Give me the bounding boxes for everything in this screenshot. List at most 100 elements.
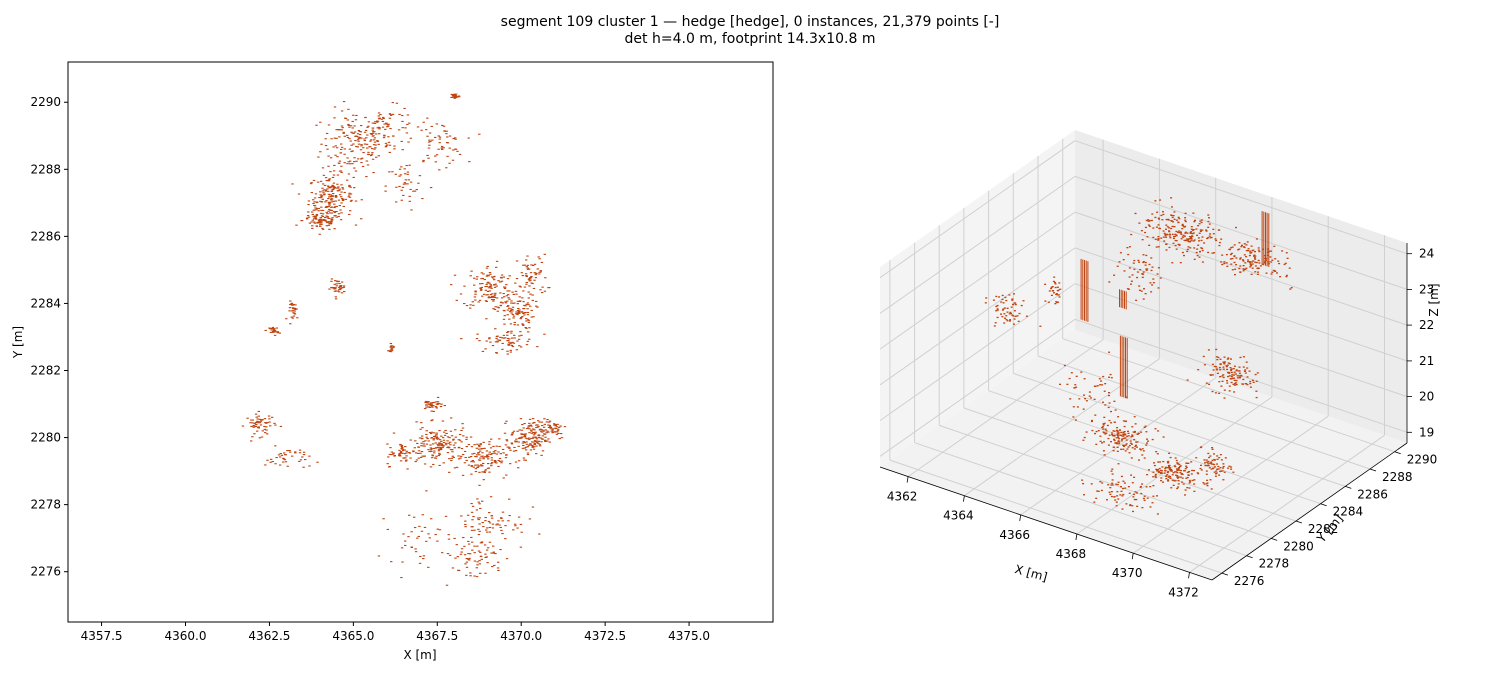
xyz-point [1180, 238, 1183, 240]
xyz-point [1152, 476, 1155, 478]
xyz-point [1096, 385, 1099, 387]
xy-point [510, 312, 513, 314]
xy-point [449, 441, 452, 443]
xy-point [490, 297, 493, 299]
xy-point [332, 188, 335, 190]
xyz-point [1241, 244, 1243, 246]
xyz-point [1235, 370, 1238, 372]
xyz-point [1178, 232, 1181, 234]
xyz-point [1125, 443, 1128, 445]
xy-point [495, 445, 498, 447]
xyz-point [1011, 299, 1014, 301]
xyz-point [1105, 432, 1108, 434]
xy-point [390, 349, 394, 351]
xyz-point [1169, 476, 1172, 478]
xy-point [514, 282, 517, 284]
xy-point [495, 285, 498, 287]
xy-point [273, 329, 276, 331]
xy-point [285, 318, 288, 320]
xy-point [388, 113, 392, 115]
xyz-point [1190, 226, 1193, 228]
xyz-point [1167, 471, 1170, 473]
xy-point [527, 320, 531, 322]
xy-point [451, 567, 455, 569]
xyz-point [1214, 475, 1217, 477]
xy-point [438, 453, 441, 455]
xyz-point [1118, 261, 1121, 263]
xy-point [328, 203, 331, 205]
xy-point [335, 137, 338, 139]
xy-point [479, 551, 482, 553]
xy-point [376, 120, 380, 122]
xyz-point [1136, 433, 1139, 435]
xy-point [501, 448, 505, 450]
xyz-point [1130, 457, 1133, 459]
xy-point [532, 434, 536, 436]
xyz-point [1232, 383, 1235, 385]
xy-point [484, 572, 487, 574]
xy-point [389, 447, 392, 449]
xyz-point [1233, 379, 1236, 381]
xy-point [458, 433, 462, 435]
xyz-point [1059, 288, 1062, 290]
xy-point [497, 307, 501, 309]
xy-point [410, 546, 413, 548]
xy-point [276, 332, 279, 334]
xyz-point [1263, 262, 1266, 264]
xy-x-axis-label: X [m] [403, 648, 436, 662]
xyz-point [1110, 422, 1113, 424]
xy-point [528, 422, 531, 424]
xy-point [326, 148, 329, 150]
xyz-point [1249, 386, 1252, 388]
xy-point [546, 430, 549, 432]
xyz-point [1133, 448, 1136, 450]
xyz-point [1116, 491, 1119, 493]
xy-point [486, 265, 489, 267]
xy-point [510, 302, 513, 304]
xy-point [338, 194, 342, 196]
xyz-point [1252, 249, 1255, 251]
xyz-point [1145, 269, 1148, 271]
xy-point [499, 304, 503, 306]
xy-x-tick-label: 4357.5 [81, 629, 123, 643]
xyz-point [1167, 462, 1170, 464]
xy-point [514, 450, 518, 452]
xyz-point [1254, 373, 1257, 376]
xy-point [319, 200, 322, 202]
xy-point [438, 430, 441, 432]
xy-point [431, 455, 435, 457]
xy-scatter-panel: 4357.5 4360.0 4362.5 4365.0 4367.5 4370.0 4372… [11, 61, 774, 662]
xy-point [507, 305, 510, 307]
xyz-point [1013, 318, 1016, 320]
xyz-point [1208, 383, 1211, 385]
xy-point [427, 406, 430, 408]
xyz-x-tick-mark [906, 476, 909, 483]
xy-point [528, 444, 531, 446]
xy-point [477, 451, 480, 453]
xy-point [495, 524, 498, 526]
xyz-point [994, 322, 997, 324]
xyz-point [1218, 244, 1221, 247]
xy-point [491, 293, 494, 295]
xyz-point [1236, 375, 1239, 377]
xy-point [523, 434, 526, 436]
xyz-point [1009, 319, 1012, 321]
xy-point [528, 338, 531, 340]
xy-point [434, 457, 437, 459]
xy-point [291, 183, 294, 185]
xy-point [539, 437, 542, 439]
xy-point [398, 113, 401, 115]
xyz-point [1011, 298, 1014, 300]
xyz-point [1116, 450, 1119, 452]
xy-point [443, 405, 446, 407]
xyz-point [1179, 232, 1182, 234]
xyz-point [1112, 450, 1115, 452]
xy-point [435, 455, 438, 457]
xy-point [409, 457, 412, 459]
xyz-point [1131, 482, 1134, 484]
xy-point [453, 93, 456, 95]
xyz-point [1223, 362, 1226, 364]
xy-point [522, 301, 525, 303]
xyz-point [1253, 257, 1256, 259]
xy-point [328, 194, 332, 196]
